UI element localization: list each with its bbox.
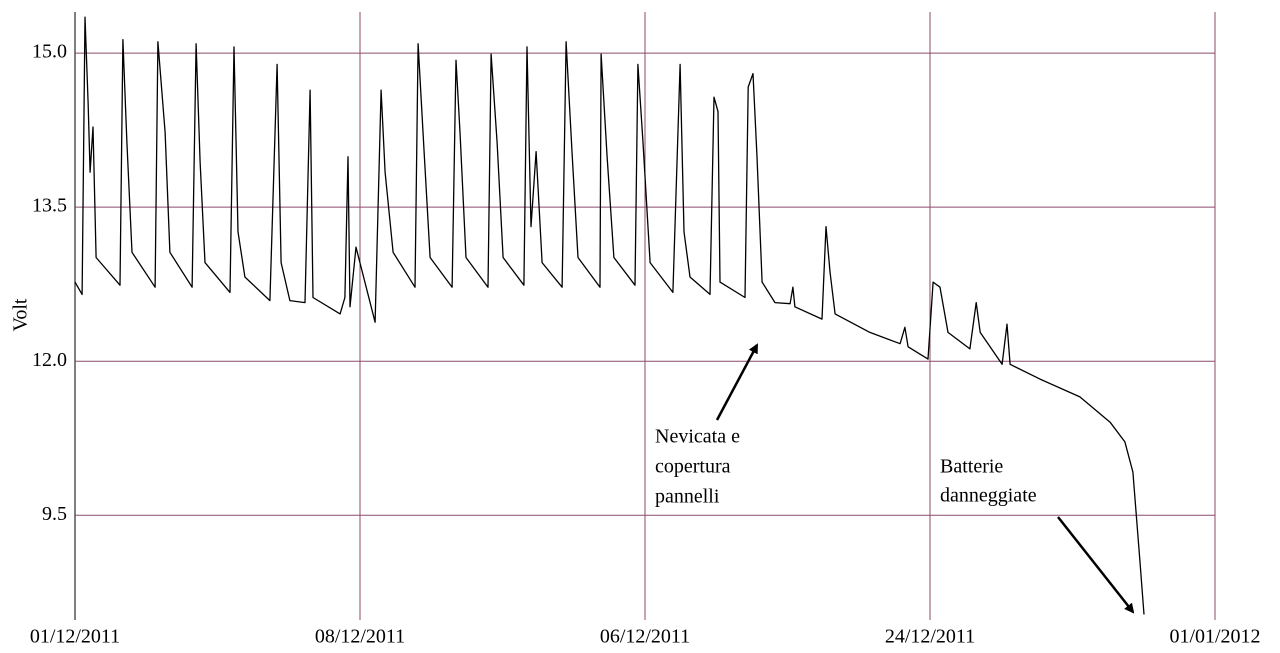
y-axis-label: Volt: [10, 298, 32, 331]
annotation: pannelli: [655, 486, 720, 508]
x-tick-label: 06/12/2011: [600, 626, 690, 648]
annotation: danneggiate: [940, 485, 1037, 507]
annotation: Nevicata e: [655, 426, 740, 448]
x-tick-label: 24/12/2011: [885, 626, 975, 648]
y-tick-label: 15.0: [32, 41, 67, 63]
annotation-arrow: [715, 343, 759, 421]
annotation-arrow: [1057, 516, 1135, 614]
y-tick-label: 12.0: [32, 349, 67, 371]
y-tick-label: 9.5: [42, 503, 67, 525]
data-line: [74, 16, 1145, 615]
y-tick-label: 13.5: [32, 195, 67, 217]
x-tick-label: 08/12/2011: [315, 626, 405, 648]
annotation: Batterie: [940, 456, 1003, 478]
annotation: copertura: [655, 456, 731, 478]
x-tick-label: 01/12/2011: [30, 626, 120, 648]
x-tick-label: 01/01/2012: [1169, 626, 1260, 648]
